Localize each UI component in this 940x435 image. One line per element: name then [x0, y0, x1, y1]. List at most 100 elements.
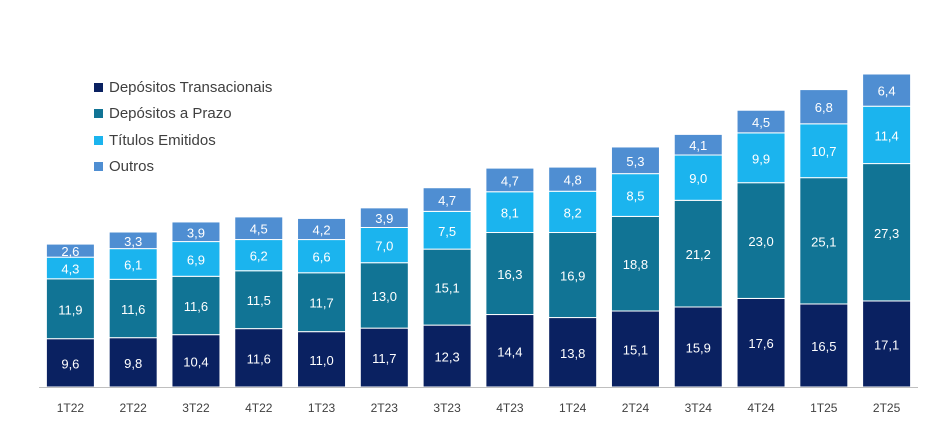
data-label: 11,6 [184, 299, 208, 314]
data-label: 13,8 [560, 346, 585, 361]
data-label: 6,2 [250, 249, 268, 264]
data-label: 6,1 [124, 257, 142, 272]
legend-swatch [94, 109, 103, 119]
bar-segment [485, 167, 535, 193]
bar-segment [45, 338, 95, 388]
x-tick-label: 3T24 [685, 401, 713, 415]
data-label: 4,5 [250, 222, 268, 237]
bar-segment [862, 300, 912, 388]
data-label: 6,6 [313, 250, 331, 265]
data-label: 8,1 [501, 206, 519, 221]
data-label: 8,2 [564, 205, 582, 220]
data-label: 3,9 [375, 211, 393, 226]
legend-item-depositos-transacionais: Depósitos Transacionais [94, 74, 272, 101]
x-tick-label: 2T25 [873, 401, 901, 415]
bar-segment [673, 154, 723, 201]
data-label: 10,7 [811, 144, 836, 159]
bar-segment [45, 243, 95, 258]
bar-segment [610, 215, 660, 312]
data-label: 27,3 [874, 226, 899, 241]
data-label: 15,9 [686, 340, 711, 355]
legend-item-titulos-emitidos: Títulos Emitidos [94, 127, 272, 154]
bar-segment [736, 132, 786, 184]
bar-segment [422, 210, 472, 250]
x-tick-label: 1T23 [308, 401, 336, 415]
bar-segment [799, 89, 849, 125]
data-label: 7,5 [438, 224, 456, 239]
data-label: 9,0 [689, 171, 707, 186]
data-label: 11,6 [247, 351, 271, 366]
data-label: 14,4 [497, 344, 522, 359]
data-label: 11,4 [874, 128, 898, 143]
data-label: 10,4 [183, 354, 208, 369]
bar-segment [485, 191, 535, 234]
data-label: 17,6 [748, 336, 773, 351]
bar-segment [799, 177, 849, 305]
bar-segment [297, 239, 347, 274]
data-label: 23,0 [748, 234, 773, 249]
data-label: 3,3 [124, 234, 142, 249]
bar-segment [171, 221, 221, 243]
data-label: 13,0 [372, 289, 397, 304]
data-label: 9,9 [752, 151, 770, 166]
data-label: 16,5 [811, 339, 836, 354]
bar-segment [234, 239, 284, 272]
legend: Depósitos Transacionais Depósitos a Praz… [94, 74, 272, 180]
bar-segment [610, 173, 660, 217]
x-tick-label: 3T22 [182, 401, 210, 415]
bar-segment [359, 262, 409, 329]
data-label: 11,7 [309, 296, 333, 311]
bar-segment [108, 231, 158, 250]
data-label: 2,6 [61, 244, 79, 259]
legend-label: Depósitos a Prazo [109, 105, 232, 123]
data-label: 6,4 [878, 84, 896, 99]
data-label: 9,6 [61, 356, 79, 371]
x-tick-labels: 1T22 2T22 3T22 4T22 1T23 2T23 3T23 4T23 1T24 2T24… [57, 401, 901, 415]
x-tick-label: 1T25 [810, 401, 838, 415]
bar-segment [422, 248, 472, 326]
x-tick-label: 2T24 [622, 401, 650, 415]
bar-segment [359, 327, 409, 388]
data-label: 3,9 [187, 225, 205, 240]
x-tick-label: 4T24 [747, 401, 775, 415]
bar-segment [485, 232, 535, 316]
bar-segment [673, 199, 723, 308]
data-label: 4,7 [501, 173, 519, 188]
bar-segment [171, 241, 221, 277]
data-label: 9,8 [124, 356, 142, 371]
data-label: 4,5 [752, 115, 770, 130]
bar-segment [234, 328, 284, 388]
data-label: 21,2 [686, 247, 711, 262]
bar-segment [171, 334, 221, 388]
bar-segment [45, 278, 95, 340]
x-tick-label: 3T23 [433, 401, 461, 415]
bar-segment [234, 216, 284, 241]
data-label: 4,8 [564, 173, 582, 188]
data-label: 16,9 [560, 269, 585, 284]
data-label: 6,9 [187, 252, 205, 267]
bar-segment [673, 133, 723, 156]
data-label: 15,1 [623, 343, 648, 358]
bar-segment [673, 306, 723, 388]
bar-segment [548, 166, 598, 192]
data-label: 11,0 [309, 353, 333, 368]
data-label: 18,8 [623, 257, 648, 272]
data-label: 11,6 [121, 302, 145, 317]
data-label: 8,5 [626, 189, 644, 204]
data-label: 12,3 [434, 350, 459, 365]
bar-segment [736, 297, 786, 388]
x-tick-label: 1T22 [57, 401, 85, 415]
data-label: 4,7 [438, 193, 456, 208]
legend-swatch [94, 135, 103, 145]
legend-label: Outros [109, 158, 155, 176]
x-tick-label: 1T24 [559, 401, 587, 415]
x-tick-label: 4T23 [496, 401, 524, 415]
legend-item-depositos-a-prazo: Depósitos a Prazo [94, 101, 272, 128]
data-label: 4,1 [689, 138, 707, 153]
data-label: 4,2 [313, 222, 331, 237]
bar-segment [799, 123, 849, 179]
data-label: 6,8 [815, 100, 833, 115]
bar-segment [422, 187, 472, 212]
bar-segment [297, 272, 347, 333]
